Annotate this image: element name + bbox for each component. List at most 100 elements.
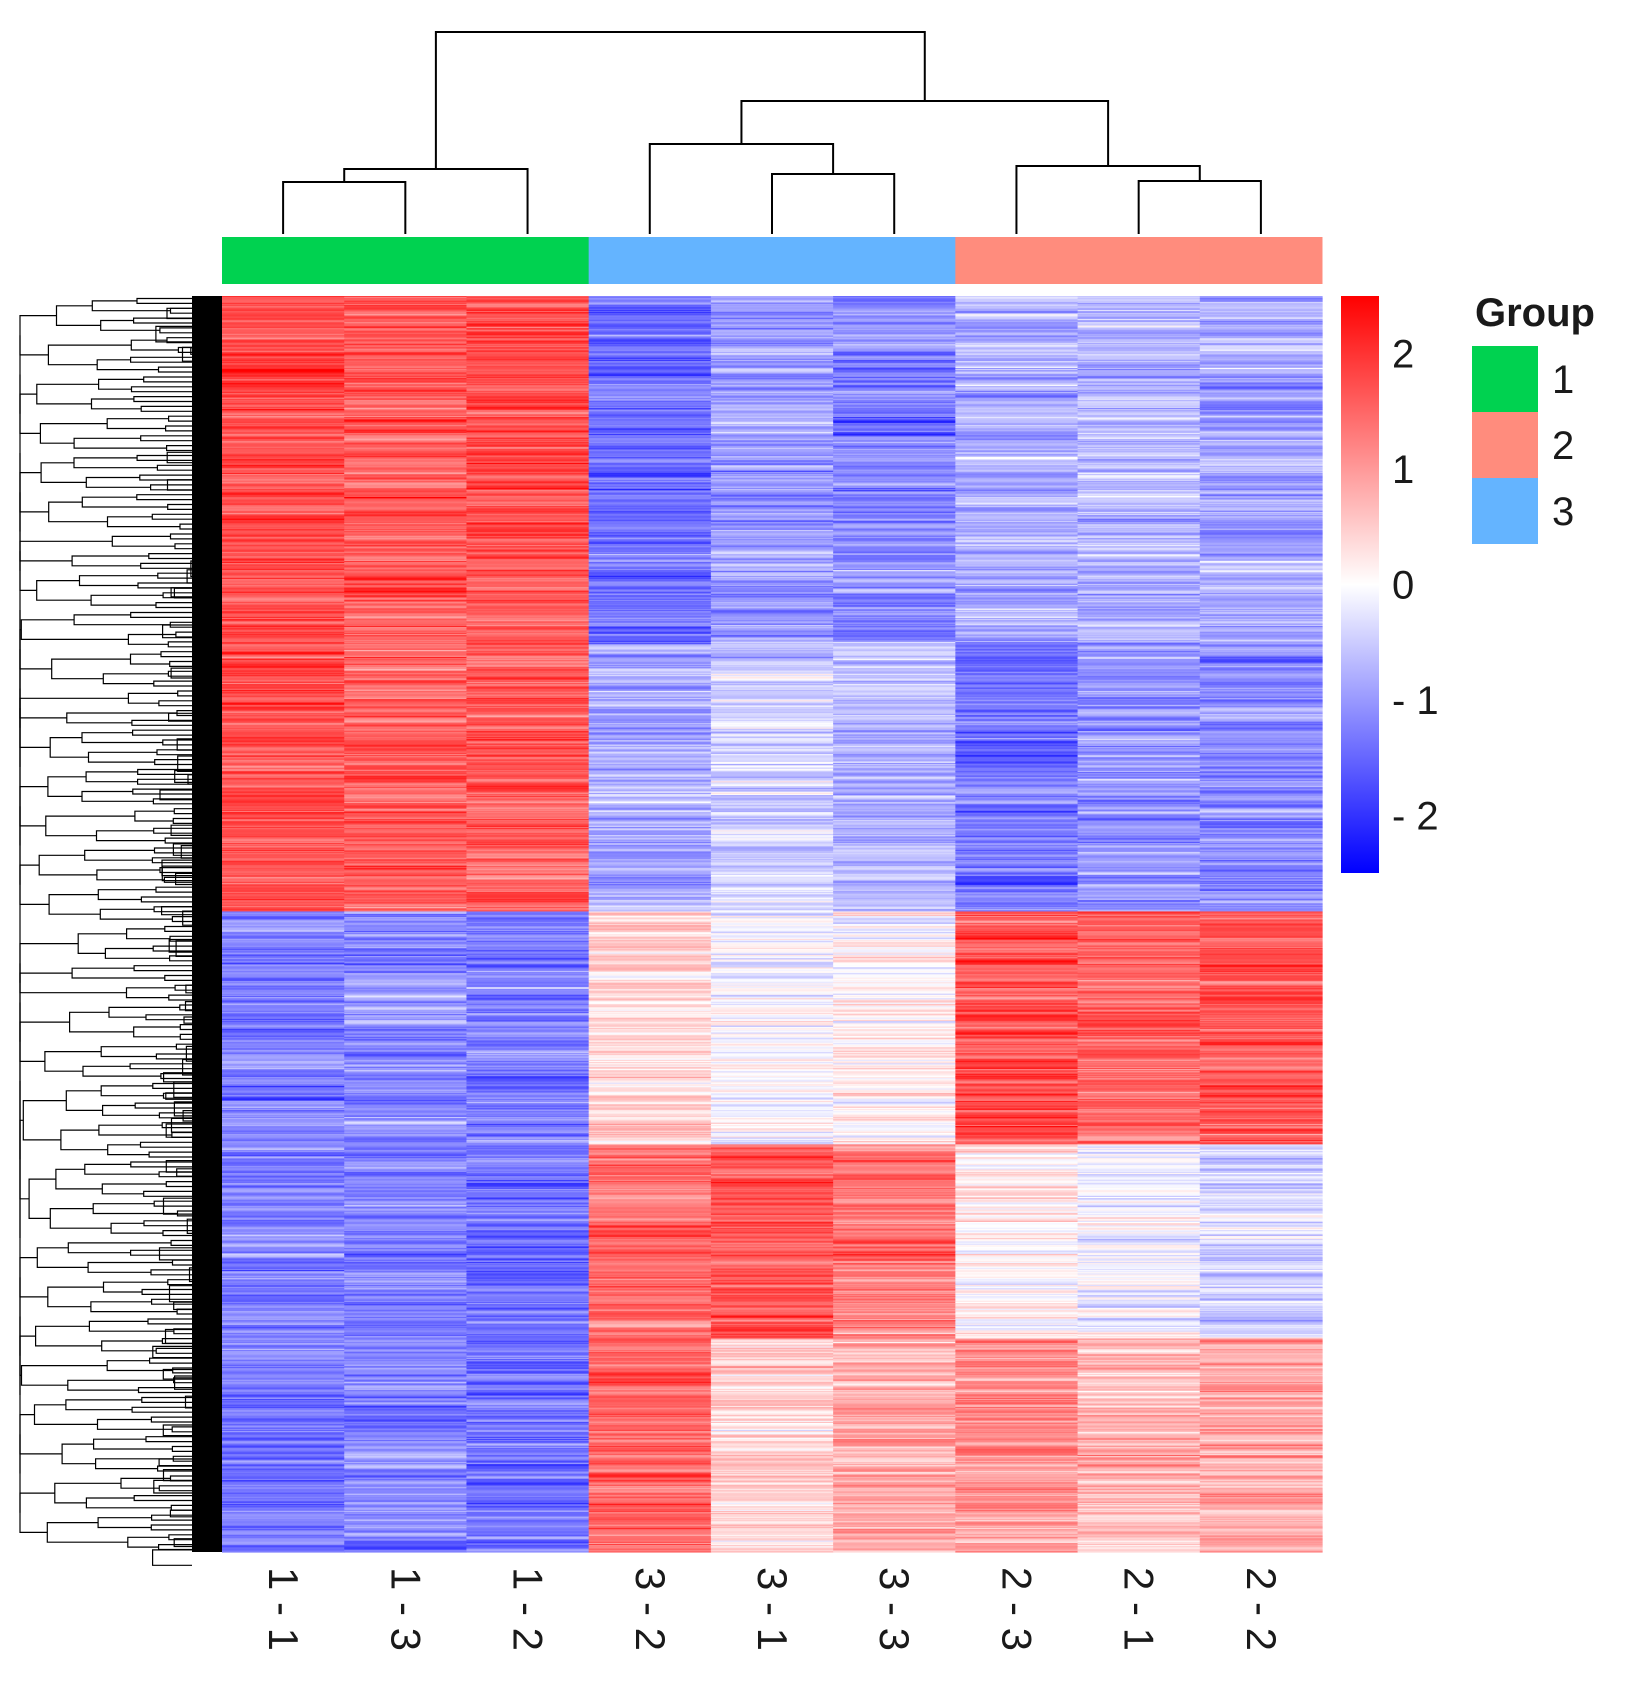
- heatmap-cell: [1199, 363, 1323, 366]
- heatmap-cell: [955, 461, 1079, 464]
- heatmap-cell: [344, 347, 468, 350]
- heatmap-cell: [222, 335, 345, 338]
- heatmap-cell: [1077, 672, 1201, 675]
- heatmap-cell: [1077, 450, 1201, 452]
- heatmap-cell: [1199, 889, 1323, 892]
- heatmap-cell: [344, 519, 468, 522]
- heatmap-cell: [466, 457, 590, 459]
- heatmap-cell: [466, 763, 590, 765]
- heatmap-cell: [222, 528, 345, 531]
- heatmap-cell: [710, 476, 834, 479]
- heatmap-cell: [710, 571, 834, 573]
- heatmap-cell: [833, 606, 956, 609]
- heatmap-cell: [710, 882, 834, 885]
- heatmap-cell: [1199, 621, 1323, 624]
- heatmap-cell: [1077, 628, 1201, 631]
- heatmap-cell: [466, 475, 590, 478]
- heatmap-cell: [833, 309, 956, 312]
- heatmap-cell: [1077, 334, 1201, 337]
- heatmap-cell: [222, 571, 345, 573]
- heatmap-cell: [955, 426, 1079, 428]
- heatmap-cell: [588, 742, 712, 745]
- heatmap-cell: [222, 611, 345, 613]
- heatmap-cell: [710, 906, 834, 909]
- heatmap-cell: [588, 831, 712, 834]
- heatmap-cell: [710, 625, 834, 628]
- heatmap-cell: [466, 805, 590, 807]
- heatmap-cell: [710, 710, 834, 713]
- heatmap-cell: [1077, 873, 1201, 876]
- heatmap-cell: [1199, 515, 1323, 517]
- heatmap-cell: [955, 799, 1079, 802]
- heatmap-cell: [344, 839, 468, 842]
- heatmap-cell: [222, 656, 345, 659]
- heatmap-cell: [710, 457, 834, 459]
- heatmap-cell: [710, 299, 834, 302]
- heatmap-cell: [588, 449, 712, 451]
- heatmap-cell: [1077, 422, 1201, 425]
- heatmap-cell: [833, 370, 956, 372]
- heatmap-cell: [1199, 300, 1323, 303]
- heatmap-cell: [1077, 753, 1201, 756]
- heatmap-cell: [710, 347, 834, 350]
- heatmap-cell: [344, 389, 468, 392]
- heatmap-cell: [955, 922, 1079, 925]
- heatmap-cell: [466, 363, 590, 366]
- heatmap-cell: [222, 882, 345, 885]
- heatmap-cell: [588, 786, 712, 789]
- heatmap-cell: [833, 417, 956, 419]
- heatmap-cell: [710, 434, 834, 436]
- heatmap-cell: [588, 879, 712, 882]
- heatmap-cell: [710, 804, 834, 806]
- heatmap-cell: [344, 822, 468, 825]
- heatmap-cell: [833, 383, 956, 386]
- heatmap-cell: [466, 411, 590, 414]
- heatmap-cell: [588, 468, 712, 471]
- heatmap-cell: [344, 434, 468, 436]
- heatmap-cell: [588, 381, 712, 384]
- heatmap-cell: [222, 302, 345, 305]
- heatmap-cell: [222, 359, 345, 362]
- heatmap-cell: [222, 768, 345, 771]
- heatmap-cell: [833, 689, 956, 692]
- heatmap-cell: [588, 560, 712, 563]
- heatmap-cell: [466, 755, 590, 757]
- heatmap-cell: [466, 788, 590, 790]
- heatmap-cell: [1199, 861, 1323, 863]
- heatmap-cell: [955, 446, 1079, 449]
- heatmap-cell: [1077, 381, 1201, 384]
- heatmap-cell: [833, 685, 956, 688]
- heatmap-cell: [222, 693, 345, 696]
- heatmap-cell: [344, 656, 468, 659]
- heatmap-cell: [344, 380, 468, 383]
- heatmap-cell: [710, 528, 834, 531]
- heatmap-cell: [466, 712, 590, 715]
- heatmap-cell: [222, 808, 345, 811]
- heatmap-cell: [1199, 677, 1323, 680]
- heatmap-cell: [466, 768, 590, 771]
- heatmap-cell: [1077, 736, 1201, 739]
- heatmap-cell: [833, 668, 956, 670]
- dendrogram-link: [343, 168, 529, 234]
- heatmap-cell: [1077, 724, 1201, 726]
- heatmap-cell: [955, 639, 1079, 642]
- heatmap-cell: [588, 510, 712, 513]
- heatmap-cell: [1077, 311, 1201, 314]
- heatmap-cell: [710, 411, 834, 414]
- heatmap-cell: [710, 765, 834, 768]
- heatmap-cell: [344, 775, 468, 778]
- heatmap-cell: [710, 735, 834, 738]
- heatmap-cell: [222, 549, 345, 552]
- heatmap-cell: [1077, 347, 1201, 350]
- heatmap-cell: [1077, 429, 1201, 432]
- heatmap-cell: [833, 735, 956, 738]
- heatmap-cell: [1199, 452, 1323, 455]
- heatmap-cell: [588, 789, 712, 792]
- heatmap-cell: [1199, 669, 1323, 672]
- heatmap-cell: [466, 662, 590, 665]
- heatmap-cell: [833, 354, 956, 356]
- heatmap-cell: [466, 486, 590, 489]
- heatmap-cell: [344, 362, 468, 364]
- heatmap-cell: [466, 337, 590, 339]
- heatmap-cell: [1077, 715, 1201, 717]
